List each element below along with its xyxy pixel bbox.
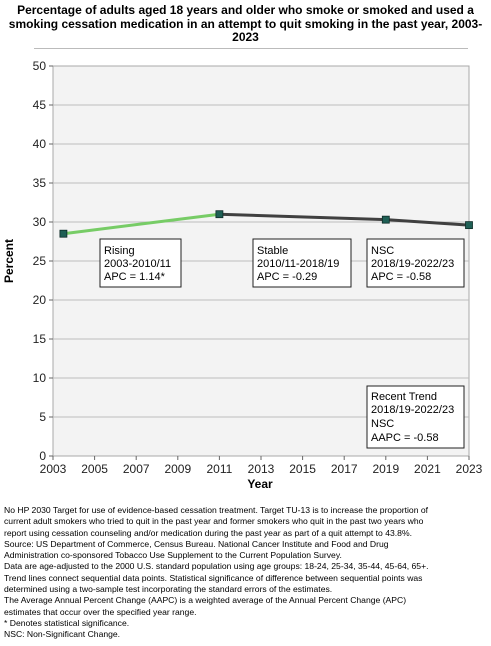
y-tick-label: 20 — [33, 293, 47, 307]
trend-segment — [384, 218, 471, 227]
footnote-line: NSC: Non-Significant Change. — [4, 629, 121, 640]
svg-text:Rising 2003-2010/11: Rising 2003-2010/11 APC = 1.14* — [104, 245, 174, 283]
svg-text:NSC 2018/19-2022/23: NSC 2018/19-2022/23 APC = -0.58 — [371, 245, 457, 283]
annotation-stable: Stable 2010/11-2018/19 APC = -0.29 — [252, 238, 352, 288]
data-point — [59, 229, 68, 238]
annotation-line: NSC — [371, 418, 394, 430]
x-tick-label: 2003 — [40, 462, 67, 476]
x-axis-label: Year — [247, 477, 273, 491]
trend-segment — [61, 212, 221, 236]
annotation-line: AAPC = -0.58 — [371, 432, 439, 444]
y-tick-label: 25 — [33, 254, 47, 268]
annotation-line: Rising — [104, 245, 135, 257]
footnote-line: Source: US Department of Commerce, Censu… — [4, 538, 389, 549]
svg-text:Recent Trend 2018/19-202: Recent Trend 2018/19-2022/23 NSC AAPC = … — [371, 391, 457, 444]
data-point — [381, 215, 390, 224]
x-tick-label: 2007 — [123, 462, 150, 476]
x-tick-label: 2009 — [164, 462, 191, 476]
data-points — [59, 210, 473, 238]
annotation-line: 2010/11-2018/19 — [257, 258, 339, 270]
footnote-line: current adult smokers who tried to quit … — [4, 516, 424, 527]
data-point — [465, 221, 473, 230]
annotation-line: APC = -0.29 — [257, 271, 317, 283]
footnote-line: Trend lines connect sequential data poin… — [4, 572, 423, 583]
annotation-line: APC = 1.14* — [104, 271, 166, 283]
footnote-line: The Average Annual Percent Change (AAPC)… — [4, 595, 407, 606]
footnotes: No HP 2030 Target for use of evidence-ba… — [4, 505, 488, 641]
title-divider — [34, 48, 468, 49]
x-tick-label: 2015 — [289, 462, 316, 476]
y-tick-label: 40 — [33, 137, 47, 151]
footnote-line: No HP 2030 Target for use of evidence-ba… — [4, 505, 429, 515]
annotation-nsc: NSC 2018/19-2022/23 APC = -0.58 — [366, 238, 465, 288]
x-tick-label: 2019 — [372, 462, 399, 476]
y-tick-label: 10 — [33, 371, 47, 385]
y-tick-label: 50 — [33, 59, 47, 73]
svg-text:Stable 2010/11-2018/19: Stable 2010/11-2018/19 APC = -0.29 — [257, 245, 342, 283]
x-tick-label: 2023 — [456, 462, 483, 476]
y-tick-label: 35 — [33, 176, 47, 190]
footnote-line: Administration co-sponsored Tobacco Use … — [4, 550, 342, 561]
y-tick-label: 30 — [33, 215, 47, 229]
x-axis-ticks: 2003 2005 2007 2009 2011 2013 2015 2017 2019 2021… — [40, 456, 483, 476]
trend-segment — [217, 212, 388, 222]
y-axis-ticks: 0 5 10 15 20 25 30 35 40 45 50 — [33, 59, 53, 463]
annotation-line: NSC — [371, 245, 394, 257]
x-tick-label: 2011 — [206, 462, 232, 476]
annotation-rising: Rising 2003-2010/11 APC = 1.14* — [99, 238, 182, 288]
footnote-line: determined using a two-sample test incor… — [4, 584, 333, 595]
annotation-recent-trend: Recent Trend 2018/19-2022/23 NSC AAPC = … — [366, 385, 465, 449]
annotation-line: Stable — [257, 245, 288, 257]
annotation-line: 2018/19-2022/23 — [371, 258, 454, 270]
x-tick-label: 2017 — [331, 462, 358, 476]
footnote-line: report using cessation counseling and/or… — [4, 527, 412, 538]
data-point — [215, 210, 224, 219]
x-tick-label: 2021 — [414, 462, 441, 476]
x-tick-label: 2005 — [81, 462, 108, 476]
trend-lines — [61, 212, 471, 236]
footnote-line: estimates that occur over the specified … — [4, 606, 197, 617]
annotation-line: 2003-2010/11 — [104, 258, 171, 270]
y-tick-label: 0 — [39, 449, 46, 463]
chart-title: Percentage of adults aged 18 years and o… — [8, 3, 483, 44]
y-axis-label: Percent — [2, 239, 16, 283]
y-tick-label: 5 — [39, 410, 46, 424]
y-tick-label: 15 — [33, 332, 47, 346]
line-chart: 0 5 10 15 20 25 30 35 40 45 50 2003 2005 2007 2009 201… — [2, 59, 483, 491]
x-tick-label: 2013 — [248, 462, 275, 476]
annotation-line: 2018/19-2022/23 — [371, 404, 454, 416]
annotation-line: APC = -0.58 — [371, 271, 431, 283]
footnote-line: * Denotes statistical significance. — [4, 617, 130, 628]
footnote-line: Data are age-adjusted to the 2000 U.S. s… — [4, 561, 429, 572]
annotation-line: Recent Trend — [371, 391, 437, 403]
y-tick-label: 45 — [33, 98, 47, 112]
